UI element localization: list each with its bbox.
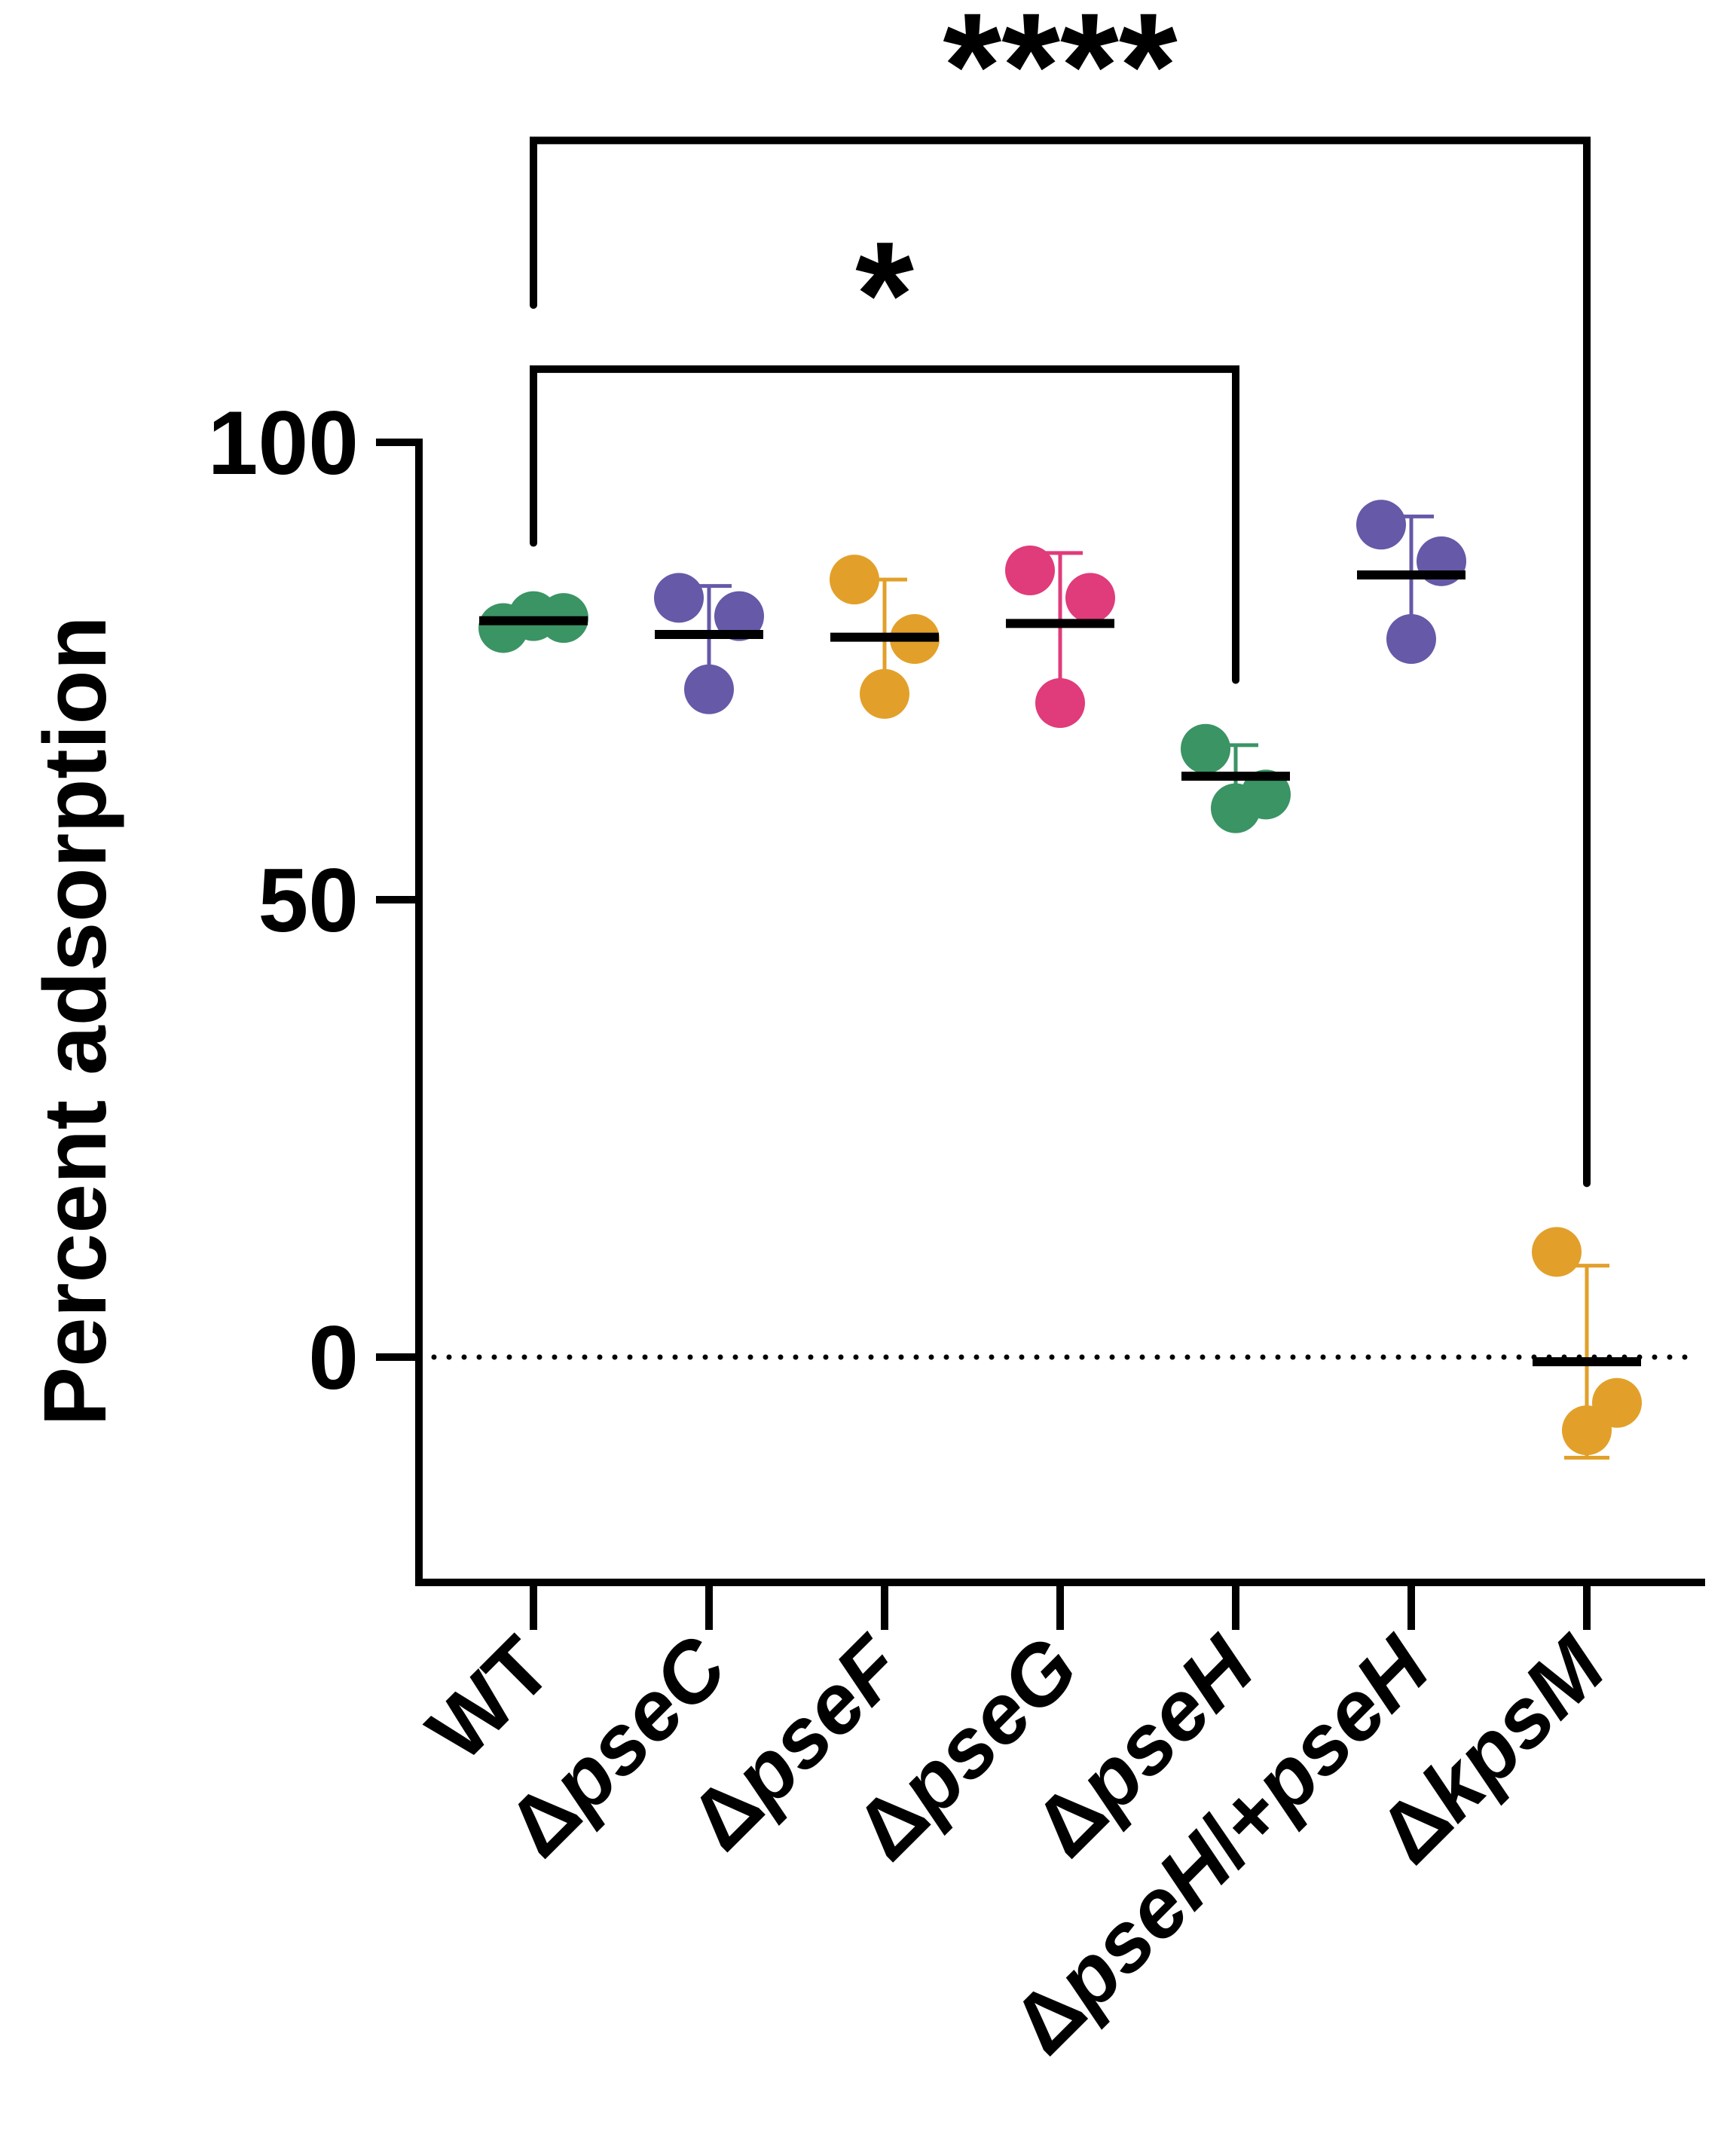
significance-bracket xyxy=(530,365,1239,684)
data-point xyxy=(830,555,879,605)
data-point xyxy=(714,591,764,641)
significance-label: **** xyxy=(943,0,1177,150)
data-point xyxy=(1532,1227,1582,1277)
significance-bracket xyxy=(530,136,1591,1188)
mean-bars xyxy=(479,570,1641,1367)
data-point xyxy=(860,668,909,719)
error-bars xyxy=(511,514,1609,1460)
data-point xyxy=(1562,1405,1612,1456)
data-point xyxy=(1356,500,1406,550)
y-tick-label: 50 xyxy=(258,850,359,951)
data-point xyxy=(1181,723,1230,774)
significance-label: * xyxy=(855,211,914,379)
data-point xyxy=(1386,614,1436,665)
data-point xyxy=(1005,545,1055,595)
significance-brackets: ***** xyxy=(530,0,1591,1188)
data-point xyxy=(1065,573,1115,623)
y-axis-title: Percent adsorption xyxy=(26,616,125,1426)
data-point xyxy=(1035,677,1085,728)
data-point xyxy=(684,664,734,714)
data-point xyxy=(509,591,558,641)
data-point xyxy=(1211,783,1261,833)
y-tick-label: 0 xyxy=(308,1307,359,1408)
y-tick-label: 100 xyxy=(208,393,359,494)
axes: 0 50 100 xyxy=(208,393,1705,1630)
data-point xyxy=(654,573,704,623)
x-category-label-part: kpsM xyxy=(1403,1618,1624,1839)
